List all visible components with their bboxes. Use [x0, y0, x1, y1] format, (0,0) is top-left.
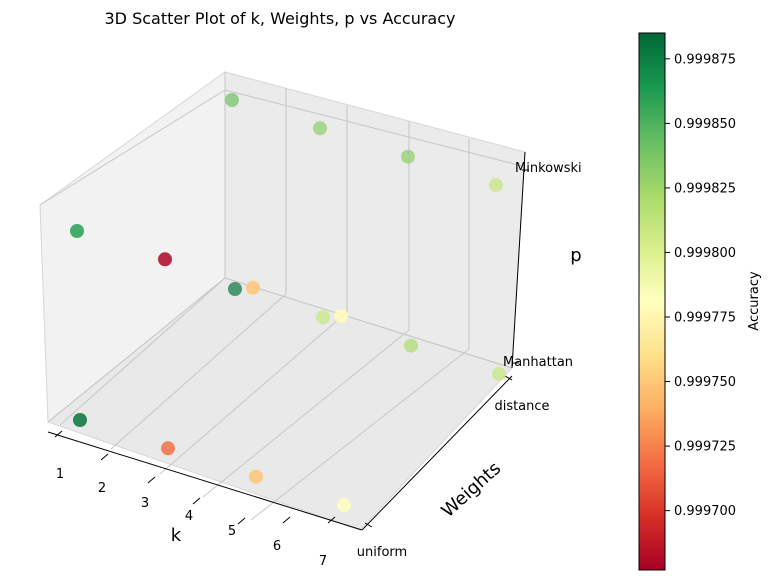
data-point-k3-uniform-manhattan [161, 441, 175, 456]
data-point-k3-distance-manhattan [316, 310, 330, 325]
p-tick-manhattan: Manhattan [503, 355, 573, 370]
chart-title: 3D Scatter Plot of k, Weights, p vs Accu… [104, 9, 455, 28]
colorbar-tick-label: 0.999850 [674, 117, 736, 132]
colorbar-tick-label: 0.999725 [674, 440, 736, 455]
p-axis-line [511, 151, 526, 369]
weights-axis-label: Weights [438, 458, 506, 522]
data-point-k1-distance-minkowski [225, 93, 239, 107]
data-point-k1-uniform-minkowski [70, 224, 84, 238]
k-tick-7: 7 [319, 554, 327, 569]
colorbar-tick-label: 0.999875 [674, 52, 736, 67]
weights-axis-ticks [364, 375, 513, 528]
data-point-k3-uniform-minkowski [158, 252, 172, 267]
axis-lines [47, 151, 526, 531]
data-point-k1-uniform-manhattan [73, 413, 87, 427]
gridlines [39, 72, 523, 521]
weights-tick-distance: distance [494, 399, 549, 414]
data-point-k7-uniform-minkowski [334, 309, 348, 323]
data-points [70, 93, 506, 512]
data-point-k7-distance-minkowski [489, 178, 503, 192]
colorbar-tick-label: 0.999750 [674, 375, 736, 390]
weights-axis-line [361, 375, 513, 531]
k-tick-6: 6 [273, 539, 281, 554]
colorbar-label: Accuracy [747, 271, 762, 331]
data-point-k3-distance-minkowski [313, 121, 327, 136]
colorbar-tick-label: 0.999800 [674, 246, 736, 261]
data-point-k7-uniform-manhattan [337, 498, 351, 512]
k-axis-ticks [54, 430, 336, 525]
data-point-k7-distance-manhattan [492, 367, 506, 381]
p-tick-minkowski: Minkowski [515, 161, 582, 176]
colorbar: 0.999700 0.999725 0.999750 0.999775 0.999800… [638, 32, 762, 571]
k-tick-5: 5 [228, 524, 236, 539]
data-point-k5-uniform-manhattan [249, 469, 263, 484]
data-point-k5-distance-minkowski [401, 149, 415, 164]
data-point-k5-distance-manhattan [404, 338, 418, 353]
p-axis-ticks [512, 169, 529, 364]
colorbar-tick-label: 0.999775 [674, 310, 736, 325]
axis-panes [39, 71, 526, 531]
data-point-k5-uniform-minkowski [246, 280, 260, 295]
data-point-k1-distance-manhattan [228, 282, 242, 296]
k-tick-1: 1 [56, 467, 64, 482]
k-axis-line [47, 431, 363, 531]
colorbar-ticks: 0.999700 0.999725 0.999750 0.999775 0.999800… [665, 52, 736, 519]
colorbar-tick-label: 0.999825 [674, 181, 736, 196]
k-tick-3: 3 [141, 496, 149, 511]
k-tick-4: 4 [185, 509, 193, 524]
p-axis-label: p [570, 245, 581, 266]
colorbar-gradient [638, 32, 666, 571]
colorbar-tick-label: 0.999700 [674, 504, 736, 519]
k-axis-label: k [171, 525, 182, 546]
weights-tick-uniform: uniform [357, 545, 407, 560]
k-tick-2: 2 [98, 481, 106, 496]
